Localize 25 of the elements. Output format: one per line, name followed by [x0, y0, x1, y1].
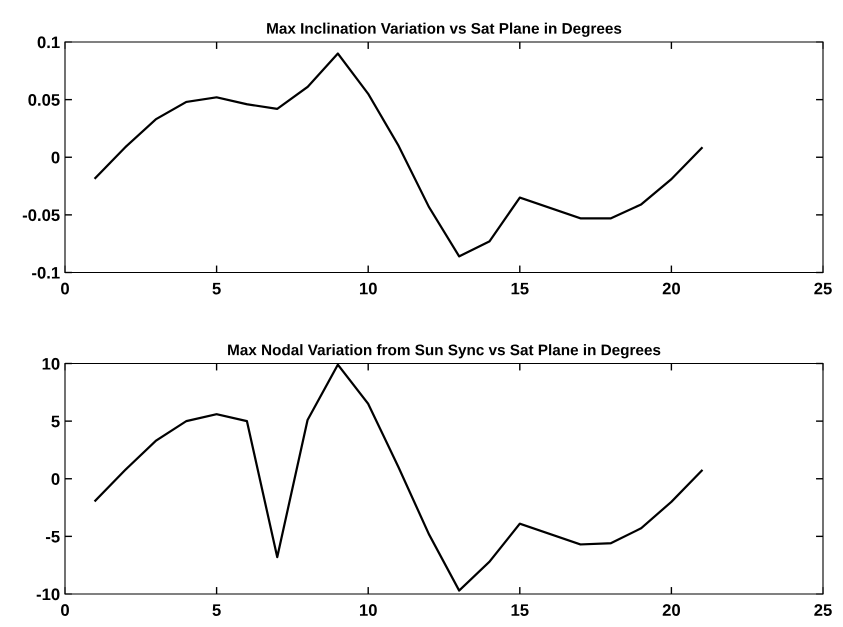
x-tick-label: 20 — [662, 604, 680, 616]
x-tick-label: 25 — [814, 282, 832, 294]
y-tick-label: 0 — [52, 152, 60, 164]
x-tick-label: 15 — [512, 604, 529, 616]
x-tick-label: 20 — [662, 282, 680, 294]
x-tick-label: 0 — [61, 604, 69, 616]
x-tick-label: 10 — [360, 282, 377, 294]
chart-title: Max Inclination Variation vs Sat Plane in Degrees — [267, 22, 622, 37]
y-tick-label: -0.1 — [32, 266, 60, 279]
line-series — [94, 52, 703, 258]
y-tick-label: 0 — [52, 473, 60, 485]
x-tick-label: 0 — [61, 282, 69, 294]
y-tick-label: -5 — [46, 530, 60, 543]
x-tick-label: 5 — [212, 282, 221, 294]
y-tick-label: 0.05 — [28, 94, 60, 106]
x-tick-label: 5 — [212, 604, 221, 616]
y-tick-label: 5 — [51, 416, 60, 428]
x-tick-label: 10 — [360, 604, 377, 616]
x-tick-label: 15 — [512, 282, 529, 294]
y-tick-label: -10 — [36, 588, 60, 600]
y-tick-label: 10 — [42, 358, 60, 370]
chart-title: Max Nodal Variation from Sun Sync vs Sat Plane in Degrees — [228, 344, 660, 358]
x-tick-label: 25 — [814, 604, 832, 616]
y-tick-label: 0.1 — [38, 36, 60, 48]
y-tick-label: -0.05 — [22, 209, 60, 222]
